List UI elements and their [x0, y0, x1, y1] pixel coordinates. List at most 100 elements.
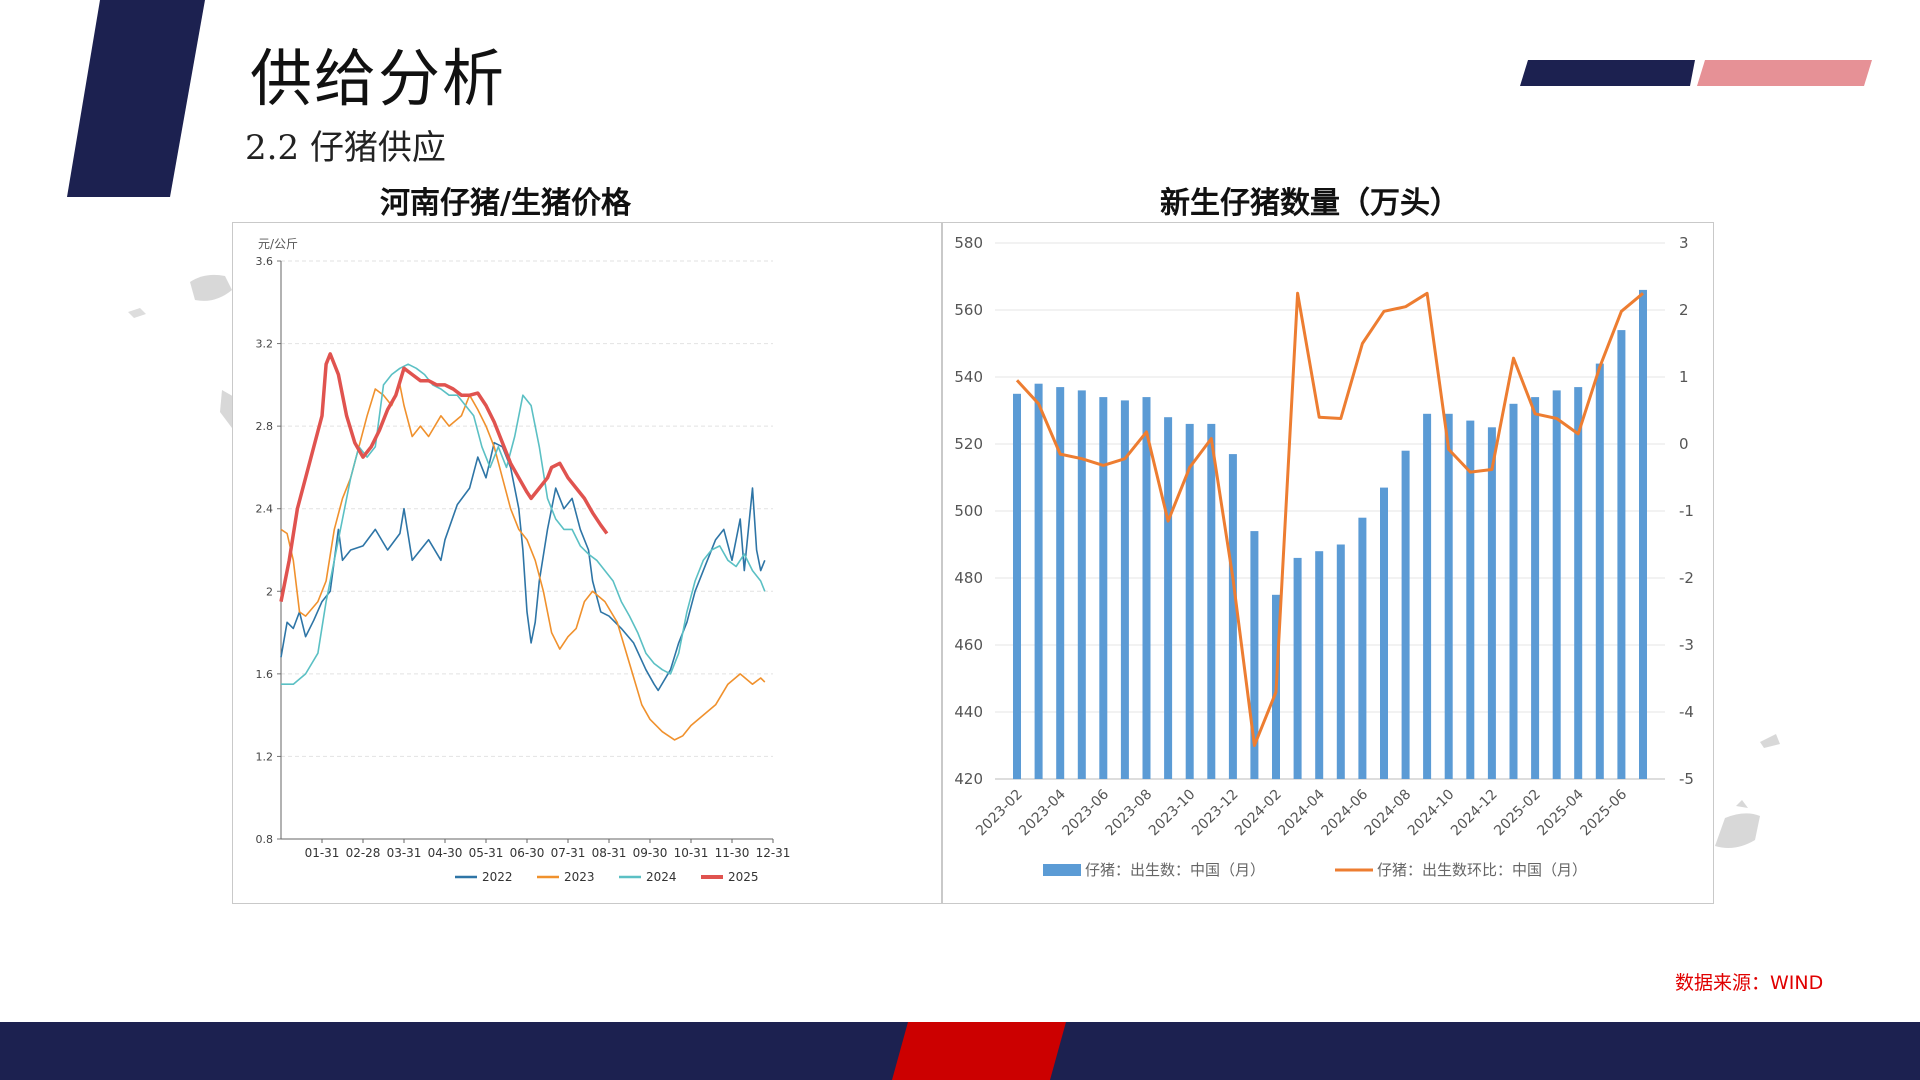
bar-2025-02 — [1531, 397, 1540, 779]
x-tick-label: 02-28 — [346, 846, 381, 860]
x-tick-label: 2023-12 — [1189, 787, 1242, 840]
bar-2024-11 — [1466, 420, 1475, 779]
x-tick-label: 2024-10 — [1405, 787, 1458, 840]
series-line-2024 — [281, 363, 766, 685]
bar-2023-12 — [1228, 454, 1237, 779]
footer-bar — [0, 1022, 1920, 1080]
x-tick-label: 03-31 — [387, 846, 422, 860]
x-tick-label: 10-31 — [674, 846, 709, 860]
x-tick-label: 2025-02 — [1491, 787, 1544, 840]
bar-2023-11 — [1207, 423, 1216, 779]
header-navy-stripe — [67, 0, 205, 197]
y-tick-label: 460 — [954, 636, 983, 654]
x-tick-label: 2025-06 — [1578, 786, 1631, 839]
x-tick-label: 2023-08 — [1103, 787, 1156, 840]
legend-label-2023: 2023 — [564, 870, 595, 884]
bar-2023-08 — [1142, 397, 1151, 779]
bar-2024-08 — [1401, 450, 1410, 779]
bar-2023-06 — [1099, 397, 1108, 779]
legend-label-bar: 仔猪：出生数：中国（月） — [1085, 861, 1265, 879]
mom-line — [1015, 291, 1644, 747]
x-tick-label: 2024-06 — [1319, 786, 1372, 839]
header-navy-bar — [1520, 60, 1695, 86]
y-tick-label: 1.2 — [256, 750, 274, 763]
y-tick-label: 0.8 — [256, 833, 274, 846]
y-tick-label: 2 — [266, 585, 273, 598]
y2-tick-label: -4 — [1679, 703, 1694, 721]
x-tick-label: 2024-02 — [1232, 787, 1285, 840]
y-tick-label: 580 — [954, 234, 983, 252]
bar-2023-04 — [1056, 387, 1065, 779]
y2-tick-label: -5 — [1679, 770, 1694, 788]
y2-tick-label: -2 — [1679, 569, 1694, 587]
piglet-bar-line-chart: 420 440 460 480 500 520 540 560 580 -5 -4 -3 -2 -1 0 1… — [954, 234, 1694, 879]
bar-2025-05 — [1595, 363, 1604, 779]
bar-2023-07 — [1120, 400, 1129, 779]
y-tick-label: 2.4 — [256, 503, 274, 516]
x-tick-label: 2023-10 — [1146, 787, 1199, 840]
bar-2024-04 — [1315, 551, 1324, 779]
legend-swatch-bar — [1043, 864, 1081, 876]
x-tick-label: 2024-12 — [1448, 787, 1501, 840]
bar-2023-09 — [1164, 417, 1173, 779]
left-chart-panel: 元/公斤 0.8 1.2 1.6 2 2.4 2.8 3.2 3.6 01-31 02-28 03… — [232, 222, 942, 904]
bar-2024-03 — [1293, 557, 1302, 779]
y-tick-label: 3.6 — [256, 255, 274, 268]
bar-2024-06 — [1358, 517, 1367, 779]
x-tick-label: 09-30 — [633, 846, 668, 860]
y-tick-label: 440 — [954, 703, 983, 721]
bar-2023-05 — [1077, 390, 1086, 779]
footer-red-accent — [892, 1022, 1066, 1080]
x-tick-label: 2024-04 — [1275, 786, 1328, 839]
x-tick-label: 05-31 — [469, 846, 504, 860]
data-source: 数据来源：WIND — [1675, 972, 1824, 994]
x-tick-label: 2025-04 — [1534, 786, 1587, 839]
y2-tick-label: 3 — [1679, 234, 1689, 252]
y-tick-label: 560 — [954, 301, 983, 319]
y-tick-label: 2.8 — [256, 420, 274, 433]
x-tick-label: 08-31 — [592, 846, 627, 860]
y2-tick-label: 2 — [1679, 301, 1689, 319]
y2-tick-label: -3 — [1679, 636, 1694, 654]
x-tick-label: 04-30 — [428, 846, 463, 860]
x-tick-label: 2023-02 — [973, 787, 1026, 840]
legend-label-line: 仔猪：出生数环比：中国（月） — [1377, 861, 1587, 879]
left-chart-title: 河南仔猪/生猪价格 — [380, 186, 631, 221]
legend-label-2025: 2025 — [728, 870, 759, 884]
y-axis-label: 元/公斤 — [258, 237, 298, 251]
y-tick-label: 500 — [954, 502, 983, 520]
series-line-2022 — [280, 441, 766, 692]
y2-tick-label: -1 — [1679, 502, 1694, 520]
page-subtitle: 2.2 仔猪供应 — [245, 128, 446, 168]
header-decoration — [67, 0, 1872, 197]
y2-tick-label: 0 — [1679, 435, 1689, 453]
legend-label-2024: 2024 — [646, 870, 677, 884]
x-tick-label: 01-31 — [305, 846, 340, 860]
y-tick-label: 1.6 — [256, 668, 274, 681]
y-tick-label: 480 — [954, 569, 983, 587]
y2-tick-label: 1 — [1679, 368, 1689, 386]
x-tick-label: 11-30 — [715, 846, 750, 860]
page-title: 供给分析 — [250, 42, 507, 115]
bar-2025-04 — [1574, 387, 1583, 779]
y-tick-label: 520 — [954, 435, 983, 453]
bar-2023-03 — [1034, 383, 1043, 779]
y-tick-label: 3.2 — [256, 338, 274, 351]
bar-2024-07 — [1380, 487, 1388, 779]
price-line-chart: 元/公斤 0.8 1.2 1.6 2 2.4 2.8 3.2 3.6 01-31 02-28 03… — [256, 237, 791, 884]
bar-2024-05 — [1336, 544, 1345, 779]
bar-2025-06 — [1617, 330, 1626, 779]
bar-2023-02 — [1013, 393, 1021, 780]
bar-2025-03 — [1552, 390, 1561, 779]
x-tick-label: 2024-08 — [1362, 787, 1415, 840]
y-tick-label: 420 — [954, 770, 983, 788]
right-chart-panel: 420 440 460 480 500 520 540 560 580 -5 -4 -3 -2 -1 0 1… — [942, 222, 1714, 904]
x-tick-label: 07-31 — [551, 846, 586, 860]
x-tick-label: 2023-06 — [1059, 786, 1112, 839]
bar-2024-10 — [1444, 413, 1453, 779]
x-tick-label: 2023-04 — [1016, 786, 1069, 839]
y-tick-label: 540 — [954, 368, 983, 386]
bar-2024-01 — [1250, 531, 1259, 779]
right-chart-title: 新生仔猪数量（万头） — [1160, 186, 1460, 221]
header-pink-bar — [1697, 60, 1872, 86]
